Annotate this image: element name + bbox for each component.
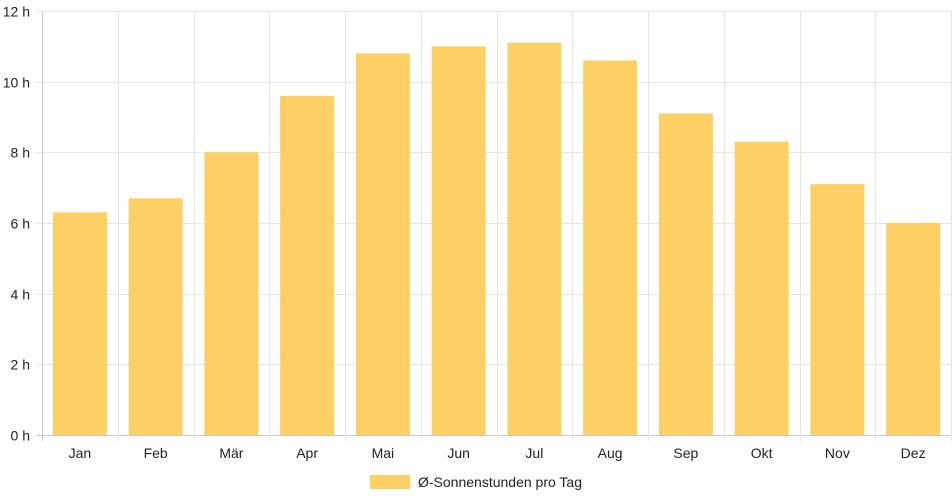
x-tick-label: Jan xyxy=(69,445,92,461)
bar-layer xyxy=(52,42,941,436)
bar-sep[interactable] xyxy=(658,113,713,435)
x-tick-label: Mai xyxy=(372,445,395,461)
x-tick-label: Nov xyxy=(825,445,850,461)
x-tick-label: Okt xyxy=(751,445,773,461)
bar-jan[interactable] xyxy=(52,212,107,435)
x-tick-label: Jun xyxy=(447,445,470,461)
bar-dez[interactable] xyxy=(886,223,941,435)
y-tick-label: 6 h xyxy=(11,216,30,232)
bar-okt[interactable] xyxy=(734,141,789,436)
y-tick-label: 10 h xyxy=(3,75,30,91)
x-tick-label: Sep xyxy=(673,445,698,461)
legend-swatch xyxy=(370,475,410,489)
axis-layer: 0 h 2 h 4 h 6 h 8 h 10 h 12 h Jan Feb Mär Apr Mai Ju… xyxy=(3,4,926,462)
y-tick-label: 12 h xyxy=(3,4,30,20)
x-tick-label: Apr xyxy=(296,445,318,461)
y-tick-label: 0 h xyxy=(11,428,30,444)
legend-label: Ø-Sonnenstunden pro Tag xyxy=(418,474,582,490)
x-tick-label: Dez xyxy=(901,445,926,461)
bar-feb[interactable] xyxy=(128,198,183,435)
bar-nov[interactable] xyxy=(810,184,865,435)
bar-jul[interactable] xyxy=(507,42,562,436)
y-tick-label: 2 h xyxy=(11,357,30,373)
bar-aug[interactable] xyxy=(583,60,638,435)
x-tick-label: Mär xyxy=(219,445,243,461)
y-tick-label: 4 h xyxy=(11,287,30,303)
x-tick-label: Jul xyxy=(525,445,543,461)
bar-jun[interactable] xyxy=(431,46,486,435)
x-tick-label: Feb xyxy=(144,445,168,461)
y-tick-label: 8 h xyxy=(11,145,30,161)
bar-apr[interactable] xyxy=(280,95,335,436)
bar-mai[interactable] xyxy=(355,53,410,436)
bar-mär[interactable] xyxy=(204,152,259,435)
legend: Ø-Sonnenstunden pro Tag xyxy=(370,474,582,490)
grid-layer xyxy=(36,11,952,441)
x-tick-label: Aug xyxy=(598,445,623,461)
